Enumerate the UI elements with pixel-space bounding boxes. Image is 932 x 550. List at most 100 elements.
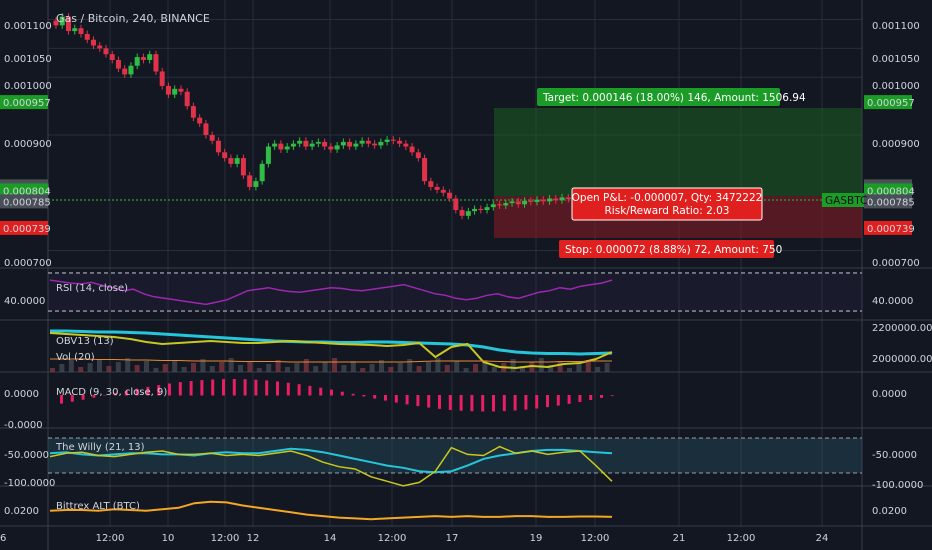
volume-bar <box>78 367 84 372</box>
macd-bar <box>114 392 117 396</box>
candle <box>197 117 203 124</box>
candle <box>65 16 71 32</box>
volume-bar <box>520 366 525 372</box>
price-tick: 0.001050 <box>4 54 52 65</box>
volume-bar <box>454 361 460 372</box>
price-badge-text: 0.000804 <box>867 186 915 197</box>
volume-bar <box>397 363 403 372</box>
symbol-badge-bg <box>822 193 864 207</box>
candle <box>190 106 196 118</box>
time-tick: 14 <box>324 533 337 544</box>
volume-bar <box>275 360 281 372</box>
candle <box>409 146 415 153</box>
volume-bar <box>115 362 121 372</box>
candle <box>378 141 384 146</box>
stop-label-bg[interactable] <box>559 240 774 258</box>
candle <box>109 54 115 60</box>
price-badge <box>864 194 912 209</box>
macd-left-top: 0.0000 <box>4 389 39 400</box>
macd-bar <box>124 390 128 396</box>
macd-bar <box>427 395 431 408</box>
volume-bar <box>125 358 131 372</box>
volume-bar <box>379 360 384 372</box>
candle <box>272 143 278 147</box>
price-badge <box>0 183 48 198</box>
time-tick: 26 <box>0 533 6 544</box>
volume-bar <box>369 364 375 372</box>
macd-bar <box>405 395 409 405</box>
candle <box>247 175 253 187</box>
time-tick: 21 <box>673 533 686 544</box>
time-tick: 12:00 <box>581 533 610 544</box>
candle <box>459 210 465 216</box>
obv-signal-line <box>50 329 613 356</box>
willy-left-top: -50.0000 <box>4 450 49 461</box>
willy-right-top: -50.0000 <box>872 450 917 461</box>
pnl-box[interactable] <box>571 187 763 221</box>
volume-bar <box>585 360 591 372</box>
candle <box>78 28 84 34</box>
volume-bar <box>144 361 149 372</box>
candle <box>90 39 96 46</box>
price-badge <box>0 220 48 235</box>
candle <box>553 198 559 201</box>
candle <box>228 158 234 164</box>
macd-bar <box>70 395 74 402</box>
target-label-bg[interactable] <box>537 88 780 106</box>
rsi-right-value: 40.0000 <box>872 296 913 307</box>
time-tick: 24 <box>816 533 829 544</box>
macd-bar <box>103 395 107 396</box>
target-zone[interactable] <box>494 108 862 196</box>
time-tick: 17 <box>446 533 459 544</box>
candle <box>540 199 546 202</box>
volume-bar <box>576 364 582 372</box>
candle <box>84 33 90 40</box>
volume-bar <box>200 359 206 372</box>
volume-bar <box>238 365 243 372</box>
candle <box>547 198 553 202</box>
stop-label: Stop: 0.000072 (8.88%) 72, Amount: 750 <box>565 244 782 256</box>
volume-bar <box>303 359 309 372</box>
time-tick: 10 <box>162 533 175 544</box>
price-tick: 0.000900 <box>872 139 920 150</box>
macd-bar <box>610 395 614 396</box>
candle <box>328 146 334 150</box>
price-tick: 0.000900 <box>4 139 52 150</box>
macd-bar <box>546 395 549 408</box>
price-tick: 0.001100 <box>872 21 920 32</box>
macd-bar <box>394 395 398 403</box>
candle <box>315 141 321 144</box>
candle <box>472 208 478 212</box>
volume-bars <box>50 358 610 372</box>
candle <box>97 45 103 49</box>
macd-bar <box>200 380 204 396</box>
rsi-pane: RSI (14, close) 40.0000 40.0000 <box>4 272 913 312</box>
candle <box>565 197 571 200</box>
pnl-line1: Open P&L: -0.000007, Qty: 3472222 <box>572 192 763 204</box>
macd-right-value: 0.0000 <box>872 389 907 400</box>
candle <box>478 208 484 211</box>
candle <box>159 71 165 86</box>
candle <box>559 197 565 201</box>
volume-bar <box>87 363 93 372</box>
macd-label: MACD (9, 30, close, 9) <box>56 387 167 398</box>
volume-bar <box>557 361 563 372</box>
volume-bar <box>59 364 65 372</box>
volume-bar <box>426 362 431 372</box>
volume-bar <box>313 366 319 372</box>
volume-bar <box>256 368 262 372</box>
volume-bar <box>360 368 366 372</box>
rsi-label: RSI (14, close) <box>56 283 128 294</box>
obv-right-top: 2200000.0000 <box>872 323 932 334</box>
time-tick: 12:00 <box>96 533 125 544</box>
macd-histogram <box>60 379 614 412</box>
macd-bar <box>502 395 506 412</box>
candle <box>178 88 184 92</box>
volume-bar <box>407 359 413 372</box>
candle <box>297 140 303 144</box>
volume-bar <box>153 368 159 372</box>
candle <box>184 91 190 107</box>
bittrex-label: Bittrex ALT (BTC) <box>56 501 140 512</box>
time-axis: 12:00 10 12:00 12 14 12:00 17 19 12:00 21 12:00 24 2… <box>0 533 828 544</box>
